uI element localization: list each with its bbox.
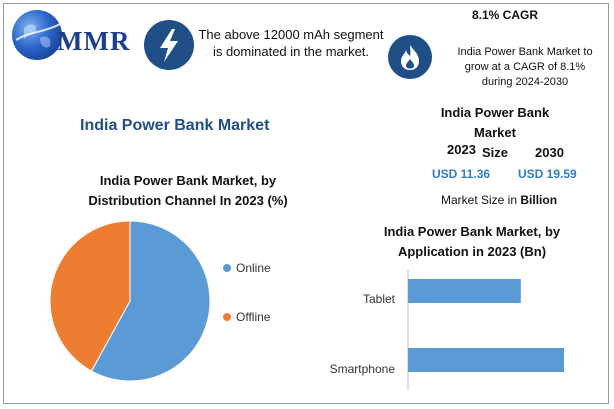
bar-title-line1: India Power Bank Market, by [383,224,561,239]
legend-label-online: Online [236,261,271,275]
legend-swatch-online [223,264,231,272]
bar-chart-title: India Power Bank Market, by Application … [374,222,570,262]
infographic-frame [3,3,609,404]
bar-smartphone [408,348,564,372]
value-2030: USD 19.59 [518,167,577,181]
market-size-title-line1: India Power Bank Market [440,105,550,140]
bar-chart [407,270,564,390]
flame-icon [388,35,432,79]
pie-title-line1: India Power Bank Market, by [99,173,277,188]
brand-logo-text: MMR [57,26,131,56]
cagr-line3: during 2024-2030 [481,76,569,88]
page-title: India Power Bank Market [80,117,270,134]
cagr-line1: India Power Bank Market to [457,46,593,58]
market-size-title: India Power Bank Market Size [420,103,570,163]
lightning-bolt-icon [144,20,194,70]
year-2023: 2023 [447,142,476,157]
pie-slice-offline [49,220,131,372]
pie-chart [49,220,211,382]
bar-tablet [408,279,521,303]
legend-swatch-offline [223,313,231,321]
segment-note: The above 12000 mAh segment is dominated… [196,26,386,60]
market-size-title-line2: Size [481,145,508,160]
globe-icon [12,10,62,60]
value-2023: USD 11.36 [432,167,491,181]
bar-category-label-smartphone: Smartphone [329,362,395,376]
year-2030: 2030 [535,145,564,160]
pie-slice-online [90,220,211,382]
unit-note-prefix: Market Size in [441,193,518,207]
segment-note-line2: is dominated in the market. [212,44,370,59]
legend-label-offline: Offline [236,310,271,324]
cagr-line2: grow at a CAGR of 8.1% [464,61,586,73]
bar-title-line2: Application in 2023 (Bn) [397,244,547,259]
segment-note-line1: The above 12000 mAh segment [198,27,384,42]
bar-category-label-tablet: Tablet [362,292,395,306]
market-size-unit-note: Market Size in Billion [441,193,557,207]
cagr-title: 8.1% CAGR [471,8,539,22]
pie-title-line2: Distribution Channel In 2023 (%) [88,193,288,208]
cagr-description: India Power Bank Market to grow at a CAG… [444,45,606,90]
unit-note-unit: Billion [520,193,558,207]
pie-chart-title: India Power Bank Market, by Distribution… [78,171,298,211]
